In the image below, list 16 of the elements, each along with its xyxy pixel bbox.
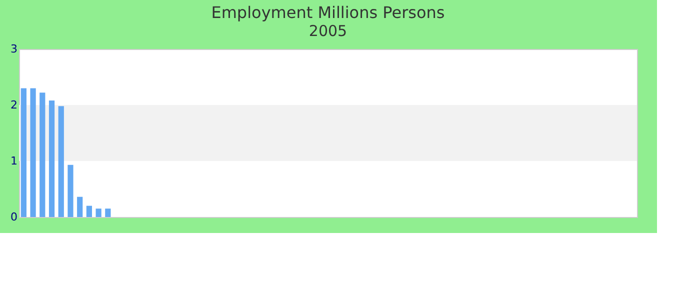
text: Employment Millions Persons	[211, 3, 445, 22]
bar	[77, 196, 83, 217]
bar	[58, 106, 64, 217]
bar	[96, 208, 102, 217]
bar	[105, 208, 111, 217]
y-tick-label: 3	[10, 42, 18, 56]
bar	[86, 206, 92, 217]
y-tick-label: 1	[10, 154, 18, 168]
bar	[20, 88, 26, 217]
y-tick-label: 2	[10, 98, 18, 112]
bar	[30, 88, 36, 217]
bar	[68, 164, 74, 217]
y-tick-label: 0	[10, 210, 18, 224]
bar	[48, 100, 55, 217]
bar	[40, 92, 46, 217]
text: 2005	[308, 22, 348, 40]
